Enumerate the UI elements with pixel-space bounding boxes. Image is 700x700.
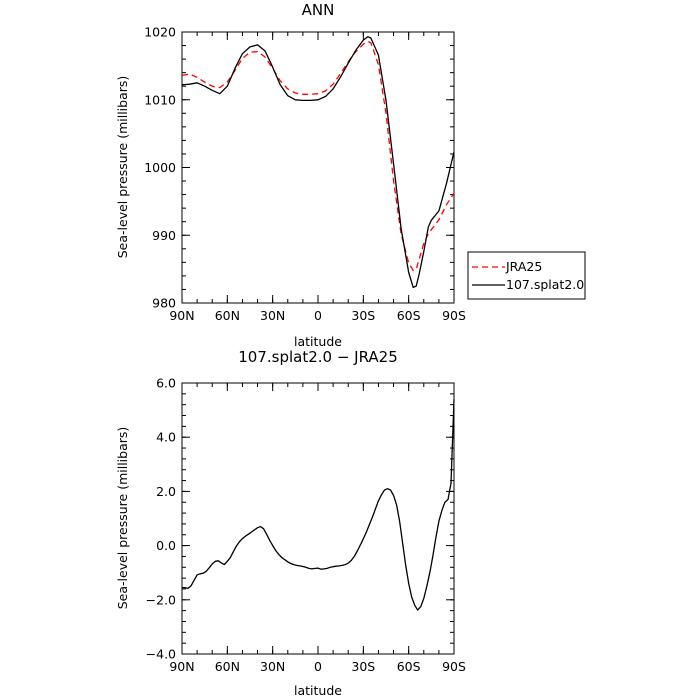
panel-difference: 107.splat2.0 − JRA25 −4.0 −2.0 0.0 2.0 4.0 6.… [115,348,466,698]
y-tick-label: 0.0 [156,538,176,553]
panel1-frame [181,31,455,304]
y-tick-label: −2.0 [146,592,176,607]
panel2-y-axis-label: Sea-level pressure (millibars) [115,427,130,610]
legend-box [467,251,586,300]
panel2-y-axis: −4.0 −2.0 0.0 2.0 4.0 6.0 [146,376,454,662]
legend-label-splat: 107.splat2.0 [506,277,584,292]
x-tick-label: 30N [260,308,285,323]
y-tick-label: 1010 [144,92,176,107]
panel1-y-axis-label: Sea-level pressure (millibars) [115,76,130,259]
legend: JRA25 107.splat2.0 [467,251,586,300]
panel2-x-axis: 90N 60N 30N 0 30S 60S 90S [169,383,466,674]
series-line-107-splat2-0 [181,36,455,289]
legend-label-jra25: JRA25 [505,259,542,274]
x-tick-label: 60N [215,308,240,323]
panel2-x-axis-label: latitude [294,683,342,698]
x-tick-label: 60S [397,659,421,674]
x-tick-label: 90N [169,659,194,674]
series-line-difference [182,399,455,611]
y-tick-label: 6.0 [156,376,176,391]
y-tick-label: 1000 [144,160,176,175]
x-tick-label: 60N [215,659,240,674]
y-tick-label: 990 [152,228,176,243]
x-tick-label: 30S [351,659,375,674]
panel1-x-axis-label: latitude [294,334,342,349]
panel2-series-lines [182,399,455,611]
panel1-title: ANN [302,1,335,19]
x-tick-label: 0 [314,659,322,674]
x-tick-label: 30N [260,659,285,674]
y-tick-label: 980 [152,296,176,311]
y-tick-label: 1020 [144,25,176,40]
series-line-jra25 [181,40,455,272]
panel2-frame [181,382,455,655]
x-tick-label: 30S [351,308,375,323]
x-tick-label: 90S [442,308,466,323]
y-tick-label: 4.0 [156,430,176,445]
y-tick-label: −4.0 [146,647,176,662]
x-tick-label: 0 [314,308,322,323]
panel2-title: 107.splat2.0 − JRA25 [238,348,398,366]
panel1-series-lines [181,36,455,289]
x-tick-label: 90N [169,308,194,323]
x-tick-label: 90S [442,659,466,674]
panel1-x-axis: 90N 60N 30N 0 30S 60S 90S [169,32,466,323]
panel1-y-axis: 980 990 1000 1010 1020 [144,25,454,311]
x-tick-label: 60S [397,308,421,323]
y-tick-label: 2.0 [156,484,176,499]
